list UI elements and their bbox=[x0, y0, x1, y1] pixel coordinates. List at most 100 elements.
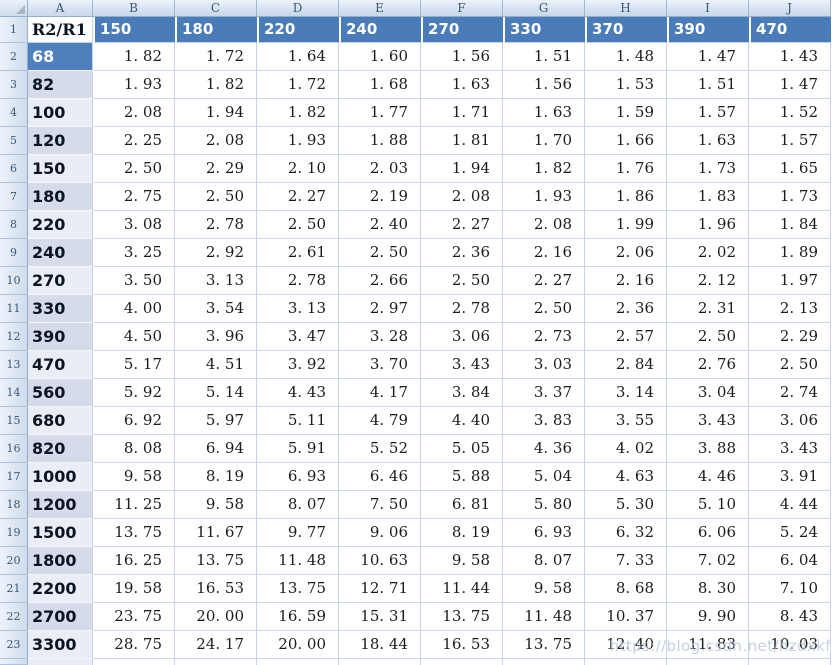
cell-F5[interactable]: 1. 81 bbox=[421, 127, 503, 155]
row-header-10[interactable]: 10 bbox=[0, 267, 28, 295]
cell-F17[interactable]: 5. 88 bbox=[421, 463, 503, 491]
row-header-12[interactable]: 12 bbox=[0, 323, 28, 351]
cell-F9[interactable]: 2. 36 bbox=[421, 239, 503, 267]
cell-C20[interactable]: 13. 75 bbox=[175, 547, 257, 575]
cell-B16[interactable]: 8. 08 bbox=[93, 435, 175, 463]
cell-J9[interactable]: 1. 89 bbox=[749, 239, 831, 267]
cell-A8[interactable]: 220 bbox=[28, 211, 93, 239]
cell-E23[interactable]: 18. 44 bbox=[339, 631, 421, 659]
cell-E3[interactable]: 1. 68 bbox=[339, 71, 421, 99]
cell-A14[interactable]: 560 bbox=[28, 379, 93, 407]
cell-C22[interactable]: 20. 00 bbox=[175, 603, 257, 631]
cell-H22[interactable]: 10. 37 bbox=[585, 603, 667, 631]
cell-C4[interactable]: 1. 94 bbox=[175, 99, 257, 127]
cell-D5[interactable]: 1. 93 bbox=[257, 127, 339, 155]
cell-I19[interactable]: 6. 06 bbox=[667, 519, 749, 547]
cell-F24[interactable] bbox=[421, 659, 503, 665]
cell-A20[interactable]: 1800 bbox=[28, 547, 93, 575]
cell-G18[interactable]: 5. 80 bbox=[503, 491, 585, 519]
cell-G24[interactable] bbox=[503, 659, 585, 665]
cell-D4[interactable]: 1. 82 bbox=[257, 99, 339, 127]
cell-E21[interactable]: 12. 71 bbox=[339, 575, 421, 603]
cell-E6[interactable]: 2. 03 bbox=[339, 155, 421, 183]
cell-D17[interactable]: 6. 93 bbox=[257, 463, 339, 491]
cell-J4[interactable]: 1. 52 bbox=[749, 99, 831, 127]
cell-I17[interactable]: 4. 46 bbox=[667, 463, 749, 491]
cell-E12[interactable]: 3. 28 bbox=[339, 323, 421, 351]
row-header-22[interactable]: 22 bbox=[0, 603, 28, 631]
cell-D16[interactable]: 5. 91 bbox=[257, 435, 339, 463]
cell-J10[interactable]: 1. 97 bbox=[749, 267, 831, 295]
cell-B24[interactable] bbox=[93, 659, 175, 665]
cell-G23[interactable]: 13. 75 bbox=[503, 631, 585, 659]
column-header-A[interactable]: A bbox=[28, 0, 93, 17]
cell-F21[interactable]: 11. 44 bbox=[421, 575, 503, 603]
cell-H1[interactable]: 370 bbox=[585, 17, 667, 43]
cell-G3[interactable]: 1. 56 bbox=[503, 71, 585, 99]
cell-A24[interactable] bbox=[28, 659, 93, 665]
cell-C16[interactable]: 6. 94 bbox=[175, 435, 257, 463]
cell-H9[interactable]: 2. 06 bbox=[585, 239, 667, 267]
cell-F3[interactable]: 1. 63 bbox=[421, 71, 503, 99]
cell-F4[interactable]: 1. 71 bbox=[421, 99, 503, 127]
cell-G2[interactable]: 1. 51 bbox=[503, 43, 585, 71]
cell-G19[interactable]: 6. 93 bbox=[503, 519, 585, 547]
cell-H7[interactable]: 1. 86 bbox=[585, 183, 667, 211]
cell-G21[interactable]: 9. 58 bbox=[503, 575, 585, 603]
row-header-14[interactable]: 14 bbox=[0, 379, 28, 407]
row-header-24[interactable] bbox=[0, 659, 28, 665]
cell-A7[interactable]: 180 bbox=[28, 183, 93, 211]
cell-C13[interactable]: 4. 51 bbox=[175, 351, 257, 379]
cell-D7[interactable]: 2. 27 bbox=[257, 183, 339, 211]
cell-E2[interactable]: 1. 60 bbox=[339, 43, 421, 71]
cell-C1[interactable]: 180 bbox=[175, 17, 257, 43]
cell-C21[interactable]: 16. 53 bbox=[175, 575, 257, 603]
cell-A21[interactable]: 2200 bbox=[28, 575, 93, 603]
row-header-20[interactable]: 20 bbox=[0, 547, 28, 575]
cell-J14[interactable]: 2. 74 bbox=[749, 379, 831, 407]
cell-D23[interactable]: 20. 00 bbox=[257, 631, 339, 659]
cell-D14[interactable]: 4. 43 bbox=[257, 379, 339, 407]
cell-B8[interactable]: 3. 08 bbox=[93, 211, 175, 239]
cell-A2[interactable]: 68 bbox=[28, 43, 93, 71]
cell-D11[interactable]: 3. 13 bbox=[257, 295, 339, 323]
cell-J11[interactable]: 2. 13 bbox=[749, 295, 831, 323]
cell-D24[interactable] bbox=[257, 659, 339, 665]
cell-A10[interactable]: 270 bbox=[28, 267, 93, 295]
cell-E7[interactable]: 2. 19 bbox=[339, 183, 421, 211]
cell-G11[interactable]: 2. 50 bbox=[503, 295, 585, 323]
cell-C9[interactable]: 2. 92 bbox=[175, 239, 257, 267]
cell-E10[interactable]: 2. 66 bbox=[339, 267, 421, 295]
cell-F19[interactable]: 8. 19 bbox=[421, 519, 503, 547]
cell-A15[interactable]: 680 bbox=[28, 407, 93, 435]
cell-C3[interactable]: 1. 82 bbox=[175, 71, 257, 99]
cell-J13[interactable]: 2. 50 bbox=[749, 351, 831, 379]
cell-F12[interactable]: 3. 06 bbox=[421, 323, 503, 351]
cell-D12[interactable]: 3. 47 bbox=[257, 323, 339, 351]
cell-G22[interactable]: 11. 48 bbox=[503, 603, 585, 631]
cell-H2[interactable]: 1. 48 bbox=[585, 43, 667, 71]
cell-H14[interactable]: 3. 14 bbox=[585, 379, 667, 407]
cell-A13[interactable]: 470 bbox=[28, 351, 93, 379]
cell-A3[interactable]: 82 bbox=[28, 71, 93, 99]
cell-G17[interactable]: 5. 04 bbox=[503, 463, 585, 491]
cell-B15[interactable]: 6. 92 bbox=[93, 407, 175, 435]
cell-H6[interactable]: 1. 76 bbox=[585, 155, 667, 183]
cell-E19[interactable]: 9. 06 bbox=[339, 519, 421, 547]
column-header-D[interactable]: D bbox=[257, 0, 339, 17]
row-header-7[interactable]: 7 bbox=[0, 183, 28, 211]
cell-F11[interactable]: 2. 78 bbox=[421, 295, 503, 323]
cell-A11[interactable]: 330 bbox=[28, 295, 93, 323]
cell-I22[interactable]: 9. 90 bbox=[667, 603, 749, 631]
cell-H17[interactable]: 4. 63 bbox=[585, 463, 667, 491]
column-header-I[interactable]: I bbox=[667, 0, 749, 17]
cell-H21[interactable]: 8. 68 bbox=[585, 575, 667, 603]
cell-F23[interactable]: 16. 53 bbox=[421, 631, 503, 659]
cell-J16[interactable]: 3. 43 bbox=[749, 435, 831, 463]
cell-C14[interactable]: 5. 14 bbox=[175, 379, 257, 407]
cell-G1[interactable]: 330 bbox=[503, 17, 585, 43]
cell-B5[interactable]: 2. 25 bbox=[93, 127, 175, 155]
cell-B18[interactable]: 11. 25 bbox=[93, 491, 175, 519]
column-header-C[interactable]: C bbox=[175, 0, 257, 17]
cell-F14[interactable]: 3. 84 bbox=[421, 379, 503, 407]
